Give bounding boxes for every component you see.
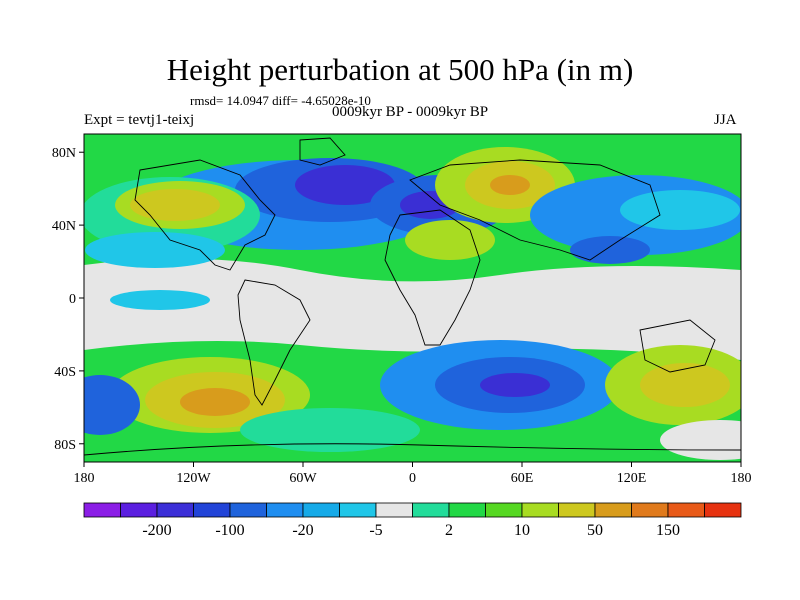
colorbar-swatch — [594, 502, 632, 518]
colorbar-label: 150 — [656, 522, 680, 539]
experiment-label: Expt = tevtj1-teixj — [84, 112, 195, 128]
colorbar-swatch — [412, 502, 450, 518]
lon-tick-label: 180 — [74, 471, 95, 486]
lat-tick-label: 80S — [54, 438, 76, 453]
lon-tick-label: 60E — [511, 471, 534, 486]
greenland-coast — [299, 137, 346, 166]
colorbar-swatch — [485, 502, 523, 518]
colorbar: -200 -100 -20 -5 2 10 50 150 — [83, 502, 742, 539]
colorbar-swatch — [229, 502, 267, 518]
colorbar-swatch — [156, 502, 194, 518]
colorbar-swatch — [521, 502, 559, 518]
colorbar-label: -5 — [369, 522, 382, 539]
lon-tick-label: 60W — [289, 471, 317, 486]
contour-field — [84, 134, 741, 462]
south-america-coast — [237, 279, 311, 406]
colorbar-swatch — [704, 502, 742, 518]
antarctica-coast — [84, 443, 741, 456]
colorbar-label: 2 — [445, 522, 453, 539]
colorbar-swatch — [667, 502, 705, 518]
colorbar-label: 50 — [587, 522, 603, 539]
season-label: JJA — [714, 112, 737, 128]
field-neutral-tropics — [84, 258, 741, 360]
stats-line: rmsd= 14.0947 diff= -4.65028e-10 — [190, 93, 371, 108]
colorbar-swatch — [302, 502, 340, 518]
australia-coast — [639, 319, 716, 373]
colorbar-swatch — [120, 502, 158, 518]
colorbar-label: -20 — [292, 522, 313, 539]
colorbar-label: 10 — [514, 522, 530, 539]
lat-tick-label: 80N — [52, 146, 76, 161]
colorbar-swatch — [266, 502, 304, 518]
plot-title: Height perturbation at 500 hPa (in m) — [166, 52, 634, 87]
latitude-axis: 80N 40N 0 40S 80S — [52, 146, 84, 453]
period-label: 0009kyr BP - 0009kyr BP — [331, 104, 489, 120]
lon-tick-label: 120W — [176, 471, 211, 486]
lat-tick-label: 40S — [54, 365, 76, 380]
lon-tick-label: 0 — [409, 471, 416, 486]
lat-tick-label: 0 — [69, 292, 76, 307]
colorbar-swatch — [631, 502, 669, 518]
colorbar-label: -200 — [142, 522, 171, 539]
colorbar-swatch — [193, 502, 231, 518]
colorbar-swatch — [448, 502, 486, 518]
eurasia-coast — [409, 159, 661, 261]
colorbar-swatch — [375, 502, 413, 518]
north-america-coast — [134, 159, 276, 271]
lon-tick-label: 180 — [731, 471, 752, 486]
lon-tick-label: 120E — [617, 471, 647, 486]
longitude-axis: 180 120W 60W 0 60E 120E 180 — [74, 462, 752, 486]
africa-coast — [384, 209, 481, 346]
coastlines — [84, 137, 741, 456]
colorbar-swatch — [558, 502, 596, 518]
lat-tick-label: 40N — [52, 219, 76, 234]
colorbar-swatch — [83, 502, 121, 518]
colorbar-swatch — [339, 502, 377, 518]
colorbar-label: -100 — [215, 522, 244, 539]
